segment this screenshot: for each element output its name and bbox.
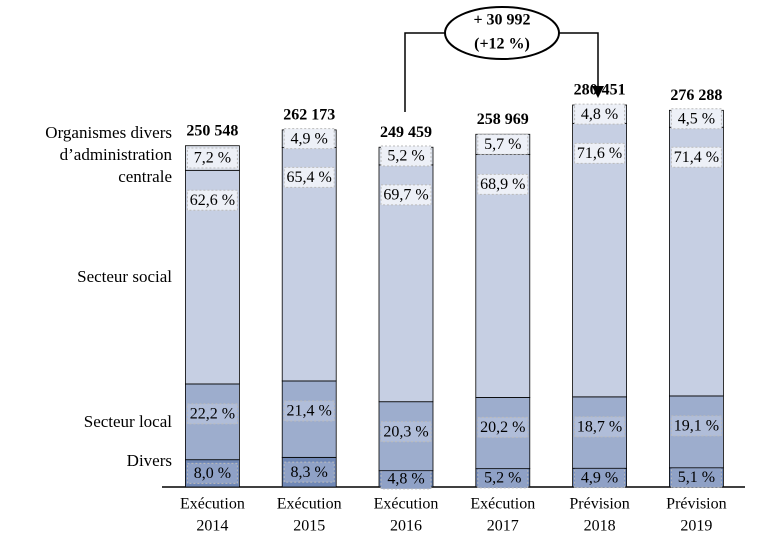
x-tick-label: Prévision xyxy=(666,496,726,513)
total-label: 262 173 xyxy=(283,107,335,124)
value-label-box xyxy=(380,145,432,167)
value-label: 18,7 % xyxy=(577,419,622,436)
x-tick-label: 2014 xyxy=(196,518,228,535)
value-label: 5,2 % xyxy=(387,148,424,165)
total-label: 249 459 xyxy=(380,124,432,141)
x-tick-label: 2018 xyxy=(584,518,616,535)
value-label-box xyxy=(670,108,722,130)
value-label-box xyxy=(283,166,335,188)
value-label: 4,8 % xyxy=(387,471,424,488)
value-label: 65,4 % xyxy=(287,169,332,186)
bar-segment xyxy=(669,126,724,397)
x-tick-label: Exécution xyxy=(277,496,342,513)
total-label: 250 548 xyxy=(186,122,238,139)
value-label-box xyxy=(186,189,238,211)
annotation-text: + 30 992 xyxy=(473,12,530,29)
arrowhead xyxy=(592,86,604,98)
value-label: 71,4 % xyxy=(674,149,719,166)
value-label-box xyxy=(670,415,722,437)
value-label-box xyxy=(283,400,335,422)
legend-label: Divers xyxy=(126,451,172,471)
value-label: 68,9 % xyxy=(480,176,525,193)
x-tick-label: Exécution xyxy=(180,496,245,513)
bar-segment xyxy=(475,153,531,398)
value-label: 8,3 % xyxy=(291,464,328,481)
value-label-box xyxy=(186,462,238,484)
value-label-box xyxy=(283,461,335,483)
value-label-box xyxy=(186,403,238,425)
value-label: 19,1 % xyxy=(674,418,719,435)
legend-label: Secteur social xyxy=(77,267,172,287)
x-tick-label: 2016 xyxy=(390,518,422,535)
bar-segment xyxy=(572,122,627,398)
value-label: 22,2 % xyxy=(190,406,235,423)
arrow-line xyxy=(404,32,599,112)
value-label: 21,4 % xyxy=(287,403,332,420)
x-tick-label: Exécution xyxy=(374,496,439,513)
value-label-box xyxy=(574,103,626,125)
value-label: 62,6 % xyxy=(190,192,235,209)
x-tick-label: 2015 xyxy=(293,518,325,535)
value-label-box xyxy=(380,184,432,206)
value-label-box xyxy=(283,128,335,150)
total-label: 258 969 xyxy=(477,111,529,128)
value-label: 5,2 % xyxy=(484,470,521,487)
value-label-box xyxy=(477,173,529,195)
value-label: 4,9 % xyxy=(291,130,328,147)
annotation-bubble xyxy=(444,6,560,60)
x-tick-label: 2019 xyxy=(680,518,712,535)
total-label: 276 288 xyxy=(670,87,722,104)
value-label-box xyxy=(574,416,626,438)
x-tick-label: Prévision xyxy=(569,496,629,513)
total-label: 280 451 xyxy=(574,82,626,99)
legend-label: Organismes divers d’administration centr… xyxy=(45,123,172,186)
value-label: 4,9 % xyxy=(581,469,618,486)
annotation-text: (+12 %) xyxy=(474,36,530,53)
x-tick-label: Exécution xyxy=(470,496,535,513)
value-label-box xyxy=(380,421,432,443)
value-label: 20,3 % xyxy=(383,423,428,440)
value-label-box xyxy=(477,133,529,155)
value-label: 4,5 % xyxy=(678,110,715,127)
x-tick-label: 2017 xyxy=(487,518,519,535)
value-label-box xyxy=(574,142,626,164)
value-label: 5,1 % xyxy=(678,469,715,486)
value-label-box xyxy=(186,147,238,169)
value-label-box xyxy=(477,416,529,438)
legend-label: Secteur local xyxy=(83,411,172,431)
value-label: 5,7 % xyxy=(484,136,521,153)
value-label: 4,8 % xyxy=(581,106,618,123)
annotation: + 30 992 (+12 %) xyxy=(404,6,604,112)
value-label: 7,2 % xyxy=(194,150,231,167)
value-label-box xyxy=(670,146,722,168)
value-label: 8,0 % xyxy=(194,465,231,482)
value-label: 69,7 % xyxy=(383,187,428,204)
value-label: 71,6 % xyxy=(577,145,622,162)
value-label: 20,2 % xyxy=(480,419,525,436)
